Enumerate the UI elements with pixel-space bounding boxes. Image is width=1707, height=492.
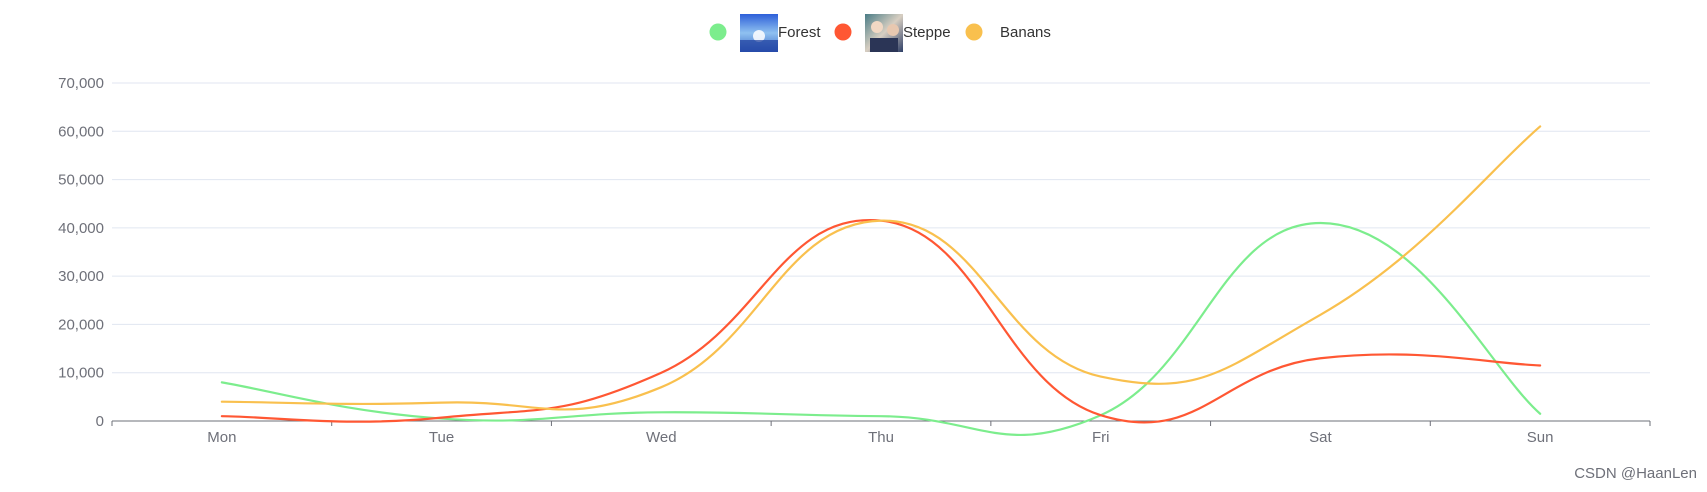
character-face-left <box>871 21 883 33</box>
legend-label: Steppe <box>903 24 951 41</box>
y-tick-label: 0 <box>96 413 104 430</box>
legend-item-forest[interactable]: Forest <box>709 14 822 52</box>
series-line-banans <box>220 125 1542 411</box>
x-tick-label: Sat <box>1309 429 1332 446</box>
sky-photo-icon <box>740 14 778 52</box>
legend-marker <box>965 23 983 41</box>
character-face-right <box>887 24 899 36</box>
axes: 0 10,000 20,000 30,000 40,000 50,000 60,000 70,… <box>58 75 1651 446</box>
series-line-steppe <box>220 219 1542 424</box>
x-tick-label: Fri <box>1092 429 1110 446</box>
legend-item-steppe[interactable]: Steppe <box>834 14 951 52</box>
y-tick-label: 30,000 <box>58 268 104 285</box>
legend-label: Forest <box>778 24 821 41</box>
grid-lines <box>112 82 1650 374</box>
series-lines <box>220 125 1542 436</box>
sky-image-ground <box>740 40 778 52</box>
legend[interactable]: Forest Steppe Banans <box>709 14 1051 52</box>
x-tick-label: Thu <box>868 429 894 446</box>
anime-characters-icon <box>865 14 903 52</box>
y-tick-label: 40,000 <box>58 220 104 237</box>
y-tick-label: 60,000 <box>58 123 104 140</box>
x-tick-label: Wed <box>646 429 677 446</box>
legend-marker <box>834 23 852 41</box>
y-tick-label: 20,000 <box>58 316 104 333</box>
legend-label: Banans <box>1000 24 1051 41</box>
watermark: CSDN @HaanLen <box>1574 465 1697 482</box>
y-tick-label: 50,000 <box>58 172 104 189</box>
y-tick-label: 10,000 <box>58 365 104 382</box>
x-tick-label: Tue <box>429 429 454 446</box>
series-line-forest <box>220 221 1542 436</box>
x-tick-label: Sun <box>1527 429 1554 446</box>
legend-marker <box>709 23 727 41</box>
legend-item-banans[interactable]: Banans <box>965 23 1051 42</box>
x-tick-label: Mon <box>207 429 236 446</box>
y-tick-label: 70,000 <box>58 75 104 92</box>
character-bodies <box>870 38 898 52</box>
sun-glow <box>753 30 765 42</box>
